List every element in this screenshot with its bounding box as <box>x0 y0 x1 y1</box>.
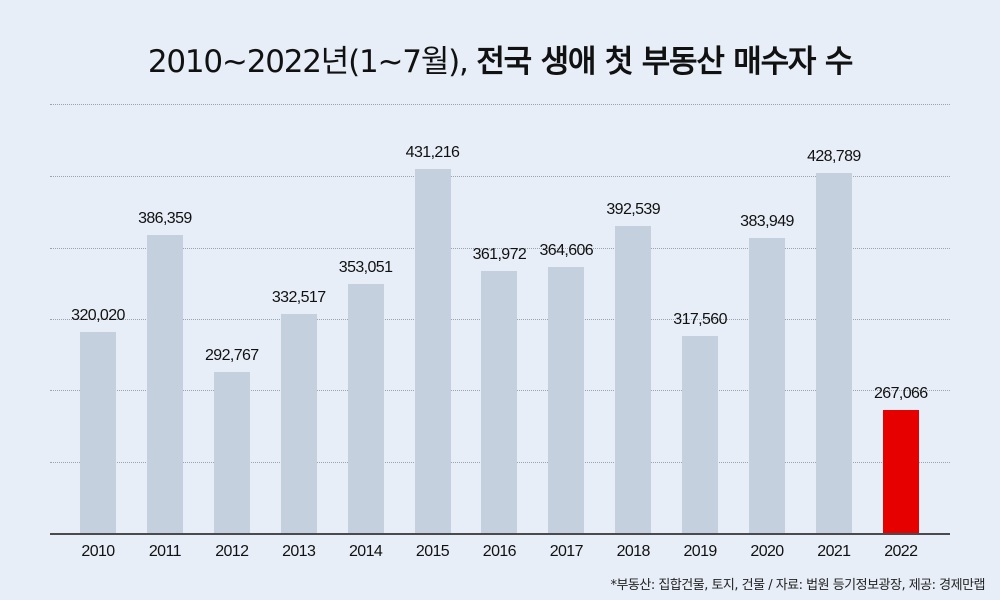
bar-2018 <box>615 225 652 534</box>
value-label-2010: 320,020 <box>71 307 125 325</box>
bar-2010 <box>80 332 116 534</box>
bar-2011 <box>146 234 183 534</box>
x-tick-label-2015: 2015 <box>415 543 450 560</box>
value-label-2018: 392,539 <box>606 200 660 218</box>
bar-2014 <box>347 283 384 534</box>
value-label-2015: 431,216 <box>405 144 460 162</box>
x-tick-label-2019: 2019 <box>683 543 717 560</box>
chart-title: 2010~2022년(1~7월), 전국 생애 첫 부동산 매수자 수 <box>0 36 1000 81</box>
x-tick-label-2021: 2021 <box>817 543 851 560</box>
value-label-2012: 292,767 <box>204 347 259 365</box>
x-tick-label-2014: 2014 <box>348 543 383 560</box>
x-tick-label-2017: 2017 <box>549 543 584 560</box>
x-axis-line <box>50 533 950 535</box>
value-label-2017: 364,606 <box>539 241 594 259</box>
bar-2021 <box>815 172 852 534</box>
value-label-2014: 353,051 <box>338 258 393 276</box>
value-label-2021: 428,789 <box>807 147 861 165</box>
value-label-2016: 361,972 <box>472 245 527 263</box>
value-label-2013: 332,517 <box>271 288 326 306</box>
x-tick-label-2013: 2013 <box>282 543 316 560</box>
chart-title-period: 2010~2022년(1~7월), <box>147 44 469 80</box>
value-label-2019: 317,560 <box>673 310 727 328</box>
value-label-2020: 383,949 <box>740 213 794 231</box>
gridline <box>50 104 950 105</box>
bar-2022 <box>882 410 919 534</box>
bar-2013 <box>280 313 317 534</box>
gridline <box>50 248 950 249</box>
source-footnote: *부동산: 집합건물, 토지, 건물 / 자료: 법원 등기정보광장, 제공: … <box>610 578 985 593</box>
gridline <box>50 176 950 177</box>
x-tick-label-2018: 2018 <box>616 543 651 560</box>
value-label-2011: 386,359 <box>138 209 192 227</box>
chart-title-main: 전국 생애 첫 부동산 매수자 수 <box>476 44 853 80</box>
bar-2019 <box>682 335 719 534</box>
x-tick-label-2012: 2012 <box>215 543 249 560</box>
bar-2012 <box>213 372 250 534</box>
x-tick-label-2022: 2022 <box>884 543 918 560</box>
plot-area: 320,020 2010 386,359 2011 292,767 2012 332,517… <box>50 0 950 600</box>
value-label-2022: 267,066 <box>873 385 928 402</box>
x-tick-label-2016: 2016 <box>482 543 517 560</box>
bar-2015 <box>414 169 451 534</box>
bar-2017 <box>548 266 585 534</box>
bar-2020 <box>749 238 785 534</box>
x-tick-label-2010: 2010 <box>81 543 115 560</box>
bar-2016 <box>481 270 518 534</box>
x-tick-label-2020: 2020 <box>750 543 784 560</box>
x-tick-label-2011: 2011 <box>148 543 182 560</box>
